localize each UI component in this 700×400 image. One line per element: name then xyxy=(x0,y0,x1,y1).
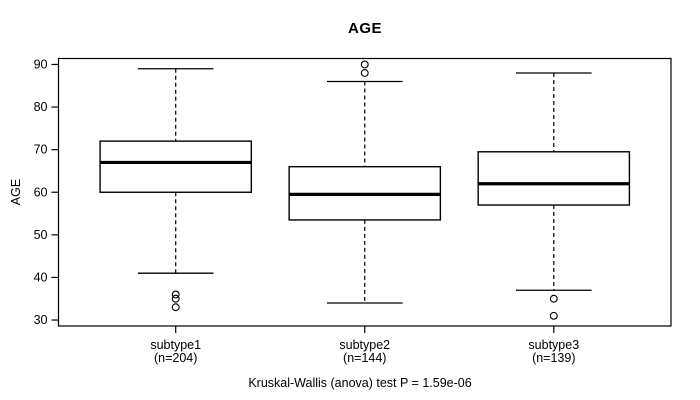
iqr-box xyxy=(477,151,631,206)
y-tick-label: 50 xyxy=(34,228,48,242)
iqr-box xyxy=(99,140,253,193)
y-tick-label: 70 xyxy=(34,143,48,157)
stats-caption: Kruskal-Wallis (anova) test P = 1.59e-06 xyxy=(248,376,472,390)
x-axis-n-label: (n=144) xyxy=(343,351,386,365)
outlier-point xyxy=(360,69,369,77)
y-tick-label: 30 xyxy=(34,313,48,327)
y-tick-label: 60 xyxy=(34,185,48,199)
x-axis-n-label: (n=139) xyxy=(532,351,575,365)
outlier-point xyxy=(549,294,558,303)
outlier-point xyxy=(360,60,369,69)
outlier-point xyxy=(171,294,180,303)
outlier-point xyxy=(171,290,180,299)
x-axis-label: subtype2 xyxy=(339,338,390,352)
chart-title: AGE xyxy=(347,20,382,37)
y-tick-label: 90 xyxy=(34,57,48,71)
x-axis-label: subtype1 xyxy=(150,338,201,352)
x-axis-label: subtype3 xyxy=(528,338,579,352)
outlier-point xyxy=(549,311,558,320)
outlier-point xyxy=(171,303,180,312)
y-tick-label: 80 xyxy=(34,100,48,114)
y-tick-label: 40 xyxy=(34,270,48,284)
x-axis-n-label: (n=204) xyxy=(154,351,197,365)
